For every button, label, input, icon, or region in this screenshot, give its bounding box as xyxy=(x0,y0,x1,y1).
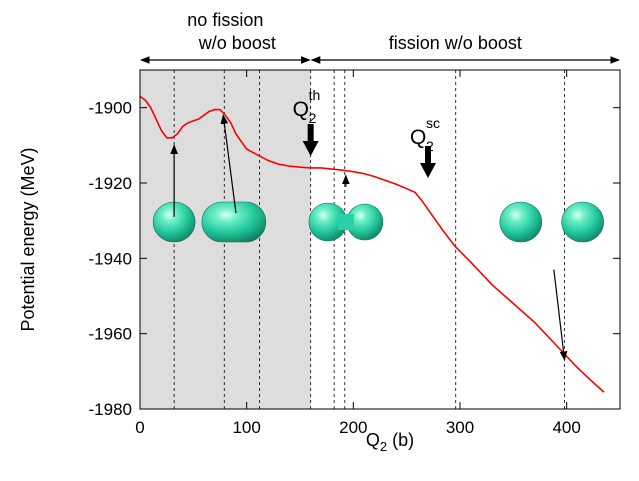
marker-arrow-head xyxy=(420,163,436,178)
marker-subscript: 2 xyxy=(309,110,317,126)
x-axis-title-unit: (b) xyxy=(387,430,414,450)
y-tick-label: -1900 xyxy=(89,99,132,118)
marker-label: Q xyxy=(293,98,309,121)
y-tick-label: -1940 xyxy=(89,249,132,268)
marker-label: Q xyxy=(410,126,426,149)
threshold-markers: Q2thQ2sc xyxy=(293,87,440,178)
sphere-body xyxy=(499,201,543,243)
marker-arrow-head xyxy=(302,141,319,156)
y-tick-label: -1980 xyxy=(89,400,132,419)
region-label-line1: fission w/o boost xyxy=(389,33,522,53)
region-1: no fission w/o boost xyxy=(140,10,311,64)
potential-energy-curve xyxy=(139,95,605,393)
nucleus-shape-sphere xyxy=(561,201,604,243)
x-tick-label: 0 xyxy=(135,418,144,437)
y-tick-label: -1960 xyxy=(89,325,132,344)
marker-superscript: th xyxy=(309,87,321,103)
sphere-body xyxy=(561,201,604,243)
nuclear-shapes xyxy=(152,201,604,243)
x-tick-label: 300 xyxy=(446,418,474,437)
threshold-marker-th: Q 2 th xyxy=(293,87,321,156)
nucleus-shape-necked xyxy=(308,202,384,242)
region-2: fission w/o boost xyxy=(310,33,620,64)
annotation-arrow xyxy=(553,269,568,361)
nucleus-shape-elongated xyxy=(201,201,267,243)
plot-frame xyxy=(139,69,621,410)
threshold-marker-sc: Q2sc xyxy=(410,115,440,178)
elongated-body xyxy=(201,201,267,243)
annotation-arrows xyxy=(170,114,568,361)
plot-border xyxy=(139,69,621,410)
nucleus-shape-sphere xyxy=(499,201,543,243)
marker-arrow-shaft xyxy=(425,146,431,164)
marker-superscript: sc xyxy=(426,115,440,131)
series-layer xyxy=(139,95,605,393)
y-tick-label: -1920 xyxy=(89,174,132,193)
region-label-line2: w/o boost xyxy=(198,33,276,53)
x-tick-label: 200 xyxy=(339,418,367,437)
region-labels: no fission w/o boost fission w/o boost xyxy=(140,10,620,64)
neck-bridge xyxy=(337,214,354,230)
annotation-arrow xyxy=(220,114,237,214)
marker-arrow-shaft xyxy=(307,124,314,142)
x-axis-title-main: Q xyxy=(366,430,380,450)
x-axis-title: Q2 (b) xyxy=(366,430,414,454)
x-tick-label: 100 xyxy=(232,418,260,437)
x-axis-title-subscript: 2 xyxy=(380,439,387,454)
region-label-line1: no fission xyxy=(187,10,263,30)
x-tick-label: 400 xyxy=(552,418,580,437)
axis-ticks: 0 100 200 300 400 -1900 -1920 -1940 -1960 -1980 xyxy=(89,70,620,437)
y-axis-title: Potential energy (MeV) xyxy=(18,147,38,331)
